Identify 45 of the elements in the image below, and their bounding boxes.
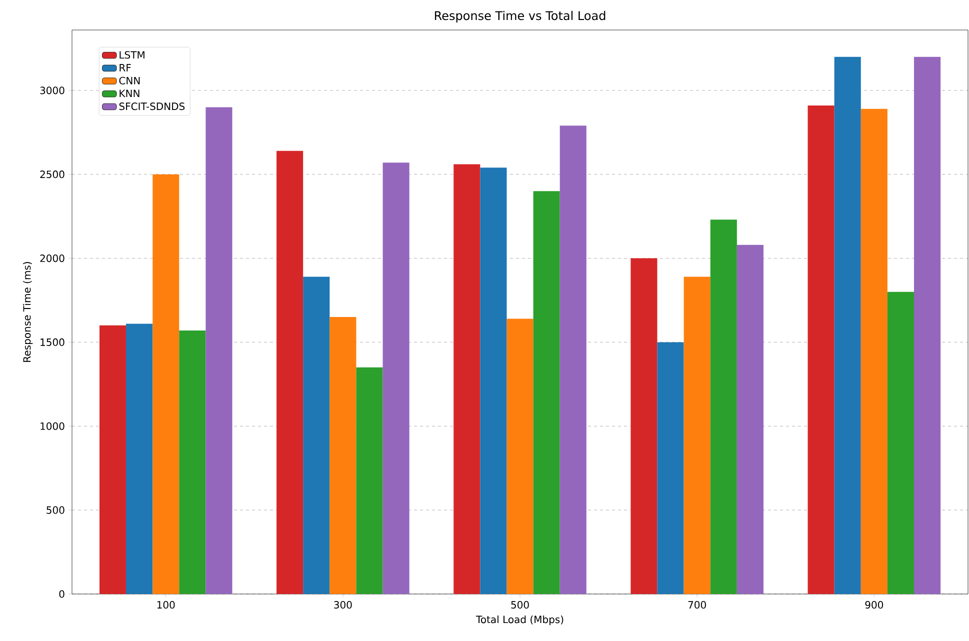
bar xyxy=(834,56,861,594)
y-tick-label: 3000 xyxy=(40,86,64,94)
legend-label: CNN xyxy=(119,76,140,84)
x-tick-label: 100 xyxy=(157,601,175,609)
bar xyxy=(808,106,834,594)
bar xyxy=(330,317,356,594)
x-tick-label: 300 xyxy=(334,601,352,609)
bar xyxy=(356,367,383,594)
bar xyxy=(276,150,304,594)
bar xyxy=(914,56,941,594)
y-axis-title: Response Time (ms) xyxy=(22,262,33,362)
y-tick-label: 500 xyxy=(46,506,64,514)
bar xyxy=(152,174,180,594)
y-tick-label: 1500 xyxy=(40,338,64,346)
bar xyxy=(710,220,737,594)
bar xyxy=(480,168,507,594)
bar xyxy=(506,318,534,594)
x-tick-label: 500 xyxy=(511,601,529,609)
bar xyxy=(179,330,206,594)
legend-label: SFCIT-SDNDS xyxy=(119,102,185,110)
bar xyxy=(560,126,586,594)
bar xyxy=(860,108,888,594)
chart-title: Response Time vs Total Load xyxy=(434,10,606,22)
x-axis-title: Total Load (Mbps) xyxy=(476,615,564,626)
bar xyxy=(206,107,232,594)
y-tick-label: 0 xyxy=(59,590,64,598)
x-tick-label: 900 xyxy=(865,601,884,609)
bar xyxy=(126,324,153,594)
x-tick-label: 700 xyxy=(688,601,706,609)
bar xyxy=(99,325,126,594)
bar xyxy=(630,258,658,594)
bar xyxy=(736,244,764,594)
legend-label: RF xyxy=(120,64,131,72)
bar xyxy=(657,342,684,594)
bar xyxy=(533,191,560,594)
y-tick-label: 2000 xyxy=(40,254,64,262)
bar xyxy=(684,276,710,594)
legend-label: KNN xyxy=(120,90,140,98)
y-tick-label: 2500 xyxy=(40,170,64,178)
bar xyxy=(303,276,330,594)
bar xyxy=(382,162,410,594)
bar xyxy=(454,164,480,594)
y-tick-label: 1000 xyxy=(40,422,64,430)
bar xyxy=(887,292,914,594)
legend-label: LSTM xyxy=(120,51,144,59)
